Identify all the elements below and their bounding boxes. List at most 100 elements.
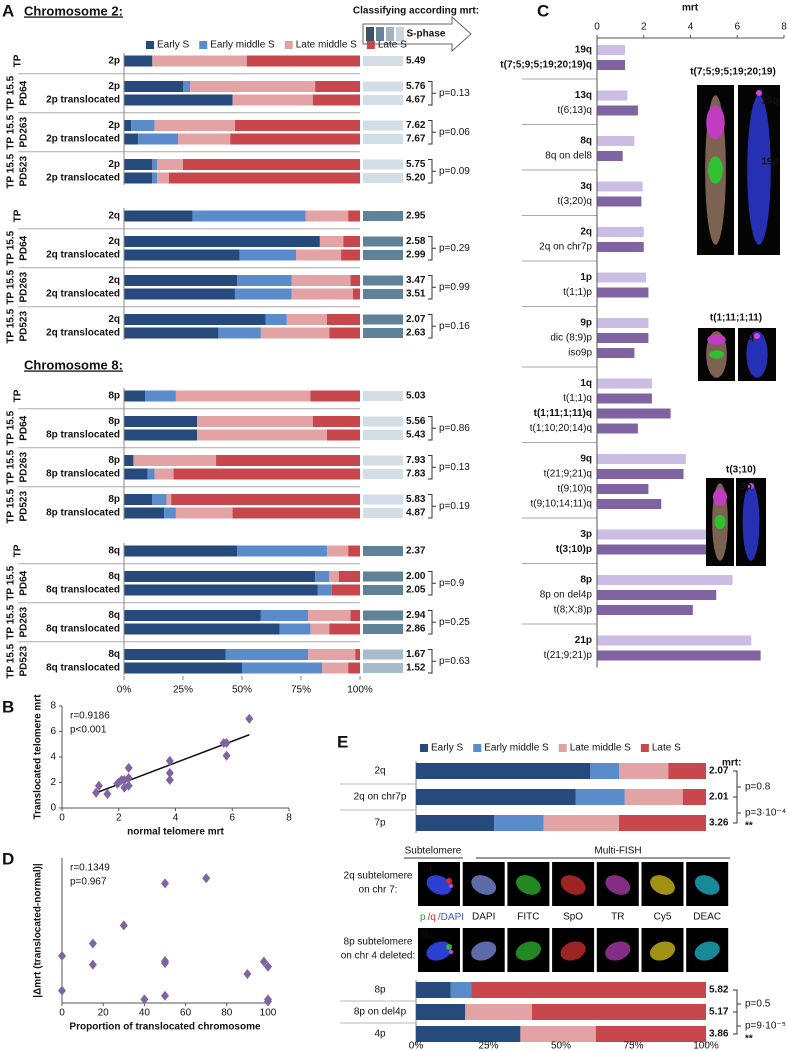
p-bracket bbox=[733, 770, 741, 798]
chromosome bbox=[560, 875, 586, 895]
bar-segment bbox=[619, 763, 669, 779]
bar-segment bbox=[124, 249, 240, 261]
x-tick-label: 25% bbox=[478, 1041, 498, 1051]
p-value: p=0.29 bbox=[439, 243, 470, 254]
channel-label: DEAC bbox=[693, 912, 721, 923]
bar-segment bbox=[124, 172, 153, 184]
p-value: p=0.63 bbox=[439, 656, 470, 667]
image-title: t(1;11;1;11) bbox=[710, 313, 762, 324]
row-label: 8q bbox=[108, 571, 120, 582]
group-sublabel: PD263 bbox=[19, 272, 30, 303]
y-tick-label: 2 bbox=[50, 777, 56, 788]
mrt-value: 5.56 bbox=[406, 416, 426, 427]
mrt-shade bbox=[363, 173, 403, 183]
bar-segment bbox=[416, 789, 576, 805]
p-value: p=0.13 bbox=[439, 462, 470, 473]
mrt-shade bbox=[363, 56, 403, 66]
bar-segment bbox=[329, 623, 360, 635]
mrt-value: 5.03 bbox=[406, 391, 426, 402]
row-label: 2p bbox=[108, 56, 120, 67]
bar-segment bbox=[624, 789, 683, 805]
mrt-shade bbox=[363, 469, 403, 479]
bar-segment bbox=[265, 314, 287, 325]
row-label: 2p translocated bbox=[46, 173, 120, 184]
point bbox=[94, 780, 103, 791]
bar-segment bbox=[124, 133, 139, 145]
legend-label: Early middle S bbox=[484, 743, 549, 754]
bar-segment bbox=[317, 584, 332, 596]
row-label: 21p bbox=[575, 635, 592, 646]
point bbox=[92, 787, 101, 798]
row-label: 8p translocated bbox=[46, 469, 120, 480]
mrt-shade bbox=[363, 663, 403, 673]
bar-segment bbox=[326, 429, 360, 441]
group-label: TP 15.5 bbox=[6, 565, 17, 600]
bar-segment bbox=[124, 159, 153, 170]
fish-signal bbox=[446, 944, 452, 950]
row-label: 8q bbox=[108, 546, 120, 557]
group-sublabel: PD263 bbox=[19, 117, 30, 148]
p-bracket bbox=[428, 455, 436, 480]
bar-segment bbox=[197, 429, 327, 441]
bar-normal bbox=[597, 575, 733, 585]
significance: ** bbox=[745, 1034, 753, 1045]
bar-segment bbox=[124, 288, 235, 300]
legend-swatch bbox=[146, 41, 154, 49]
p-value: p=0.25 bbox=[439, 617, 470, 628]
fish-signal bbox=[756, 90, 762, 96]
chromosome bbox=[605, 875, 631, 895]
mrt-value: 4.87 bbox=[406, 508, 426, 519]
row-label: 2q bbox=[108, 314, 120, 325]
mrt-shade bbox=[363, 120, 403, 131]
row-label: 4p bbox=[374, 1029, 386, 1040]
bar-segment bbox=[234, 288, 292, 300]
bar-segment bbox=[310, 623, 330, 635]
bar-segment bbox=[590, 763, 619, 779]
bar-normal bbox=[597, 227, 644, 237]
mrt-value: 3.26 bbox=[709, 818, 729, 829]
mrt-value: 5.76 bbox=[406, 81, 426, 92]
channel-label: Cy5 bbox=[654, 912, 672, 923]
bar-segment bbox=[152, 55, 247, 67]
mrt-value: 2.99 bbox=[406, 250, 426, 261]
p-value: p=0.86 bbox=[439, 423, 470, 434]
group-sublabel: PD523 bbox=[19, 156, 30, 187]
legend-label: Late S bbox=[652, 743, 681, 754]
row-label: 8p translocated bbox=[46, 508, 120, 519]
bar-segment bbox=[124, 494, 153, 505]
bar-segment bbox=[124, 545, 238, 557]
legend-label: Late S bbox=[378, 40, 407, 51]
bar-segment bbox=[237, 545, 327, 557]
point bbox=[165, 767, 174, 778]
mrt-value: 2.94 bbox=[406, 610, 426, 621]
point bbox=[264, 996, 272, 1007]
point bbox=[124, 762, 133, 773]
row-label: t(3;10)p bbox=[556, 544, 592, 555]
bar-segment bbox=[154, 120, 235, 131]
bar-segment bbox=[147, 468, 155, 480]
p-bracket bbox=[428, 494, 436, 519]
image-label: 19q bbox=[761, 96, 778, 107]
bar-segment bbox=[234, 120, 360, 131]
bar-translocated bbox=[597, 423, 638, 434]
point bbox=[264, 961, 272, 972]
bar-segment bbox=[341, 249, 360, 261]
point bbox=[88, 959, 97, 970]
y-tick-label: 6 bbox=[50, 726, 56, 737]
fish-header: Multi-FISH bbox=[594, 846, 641, 857]
y-axis-label: Translocated telomere mrt bbox=[33, 694, 44, 820]
bar-segment bbox=[260, 610, 309, 621]
p-bracket bbox=[428, 649, 436, 674]
channel-label: SpO bbox=[563, 912, 583, 923]
bar-segment bbox=[619, 815, 706, 831]
group-sublabel: PD523 bbox=[19, 646, 30, 677]
fish-signal bbox=[707, 334, 726, 345]
group-label: TP 15.5 bbox=[6, 643, 17, 678]
bar-normal bbox=[597, 454, 686, 464]
bar-segment bbox=[124, 429, 198, 441]
bar-segment bbox=[520, 1026, 596, 1042]
bar-segment bbox=[124, 507, 165, 519]
fish-signal bbox=[706, 105, 725, 140]
x-tick-label: 75% bbox=[291, 685, 311, 696]
header: Classifying according mrt: bbox=[353, 6, 479, 17]
